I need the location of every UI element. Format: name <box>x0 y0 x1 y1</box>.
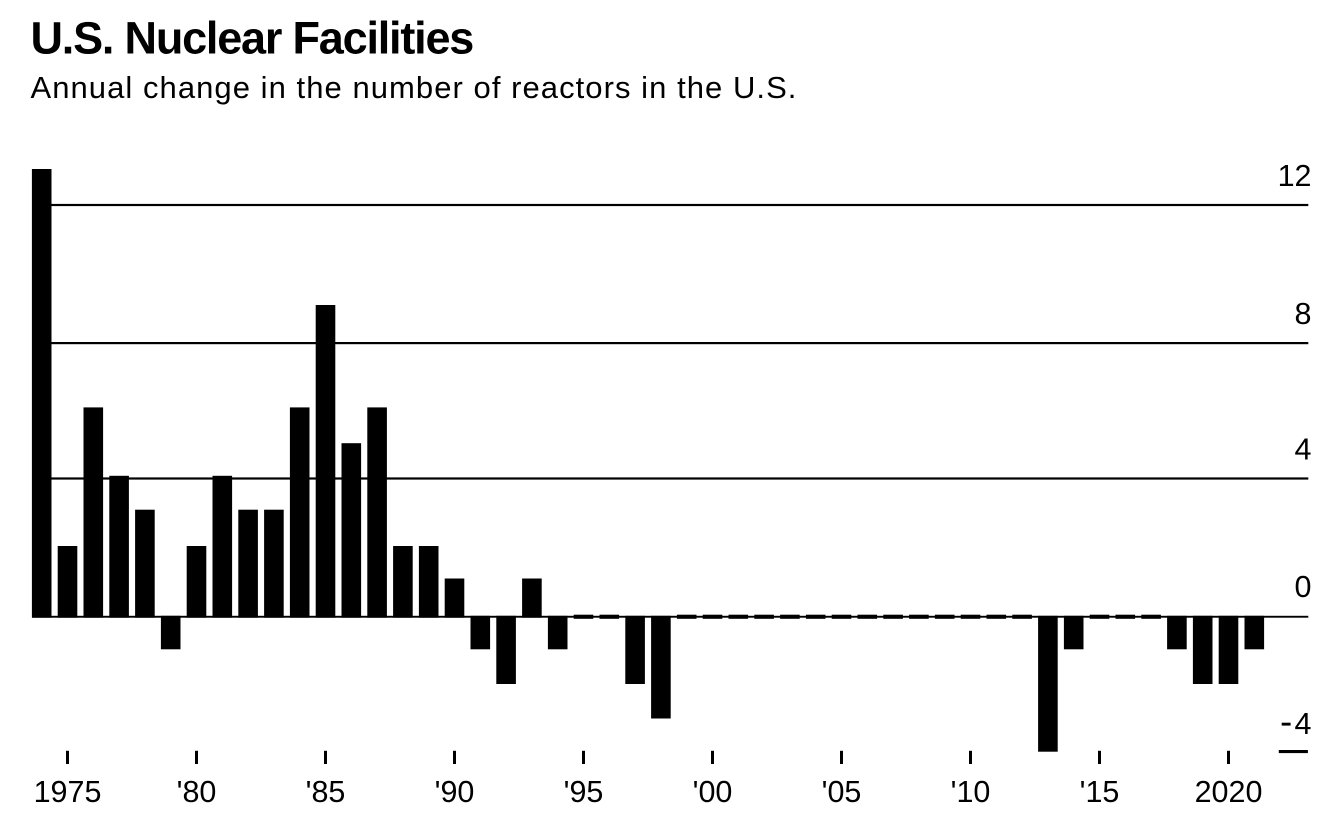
svg-text:4: 4 <box>1295 707 1312 741</box>
svg-text:'10: '10 <box>951 775 991 809</box>
svg-text:'05: '05 <box>822 775 862 809</box>
svg-text:1975: 1975 <box>34 775 102 809</box>
svg-text:8: 8 <box>1295 297 1312 331</box>
svg-text:'00: '00 <box>693 775 733 809</box>
svg-text:U.S. Nuclear Facilities: U.S. Nuclear Facilities <box>31 12 474 63</box>
svg-text:'85: '85 <box>306 775 346 809</box>
svg-text:'95: '95 <box>564 775 604 809</box>
svg-text:12: 12 <box>1278 159 1312 193</box>
svg-text:'90: '90 <box>435 775 475 809</box>
svg-text:'15: '15 <box>1080 775 1120 809</box>
svg-text:4: 4 <box>1295 432 1312 466</box>
svg-text:Annual change in the number of: Annual change in the number of reactors … <box>31 70 798 105</box>
svg-text:'80: '80 <box>177 775 217 809</box>
svg-text:0: 0 <box>1295 570 1312 604</box>
svg-text:2020: 2020 <box>1195 775 1263 809</box>
